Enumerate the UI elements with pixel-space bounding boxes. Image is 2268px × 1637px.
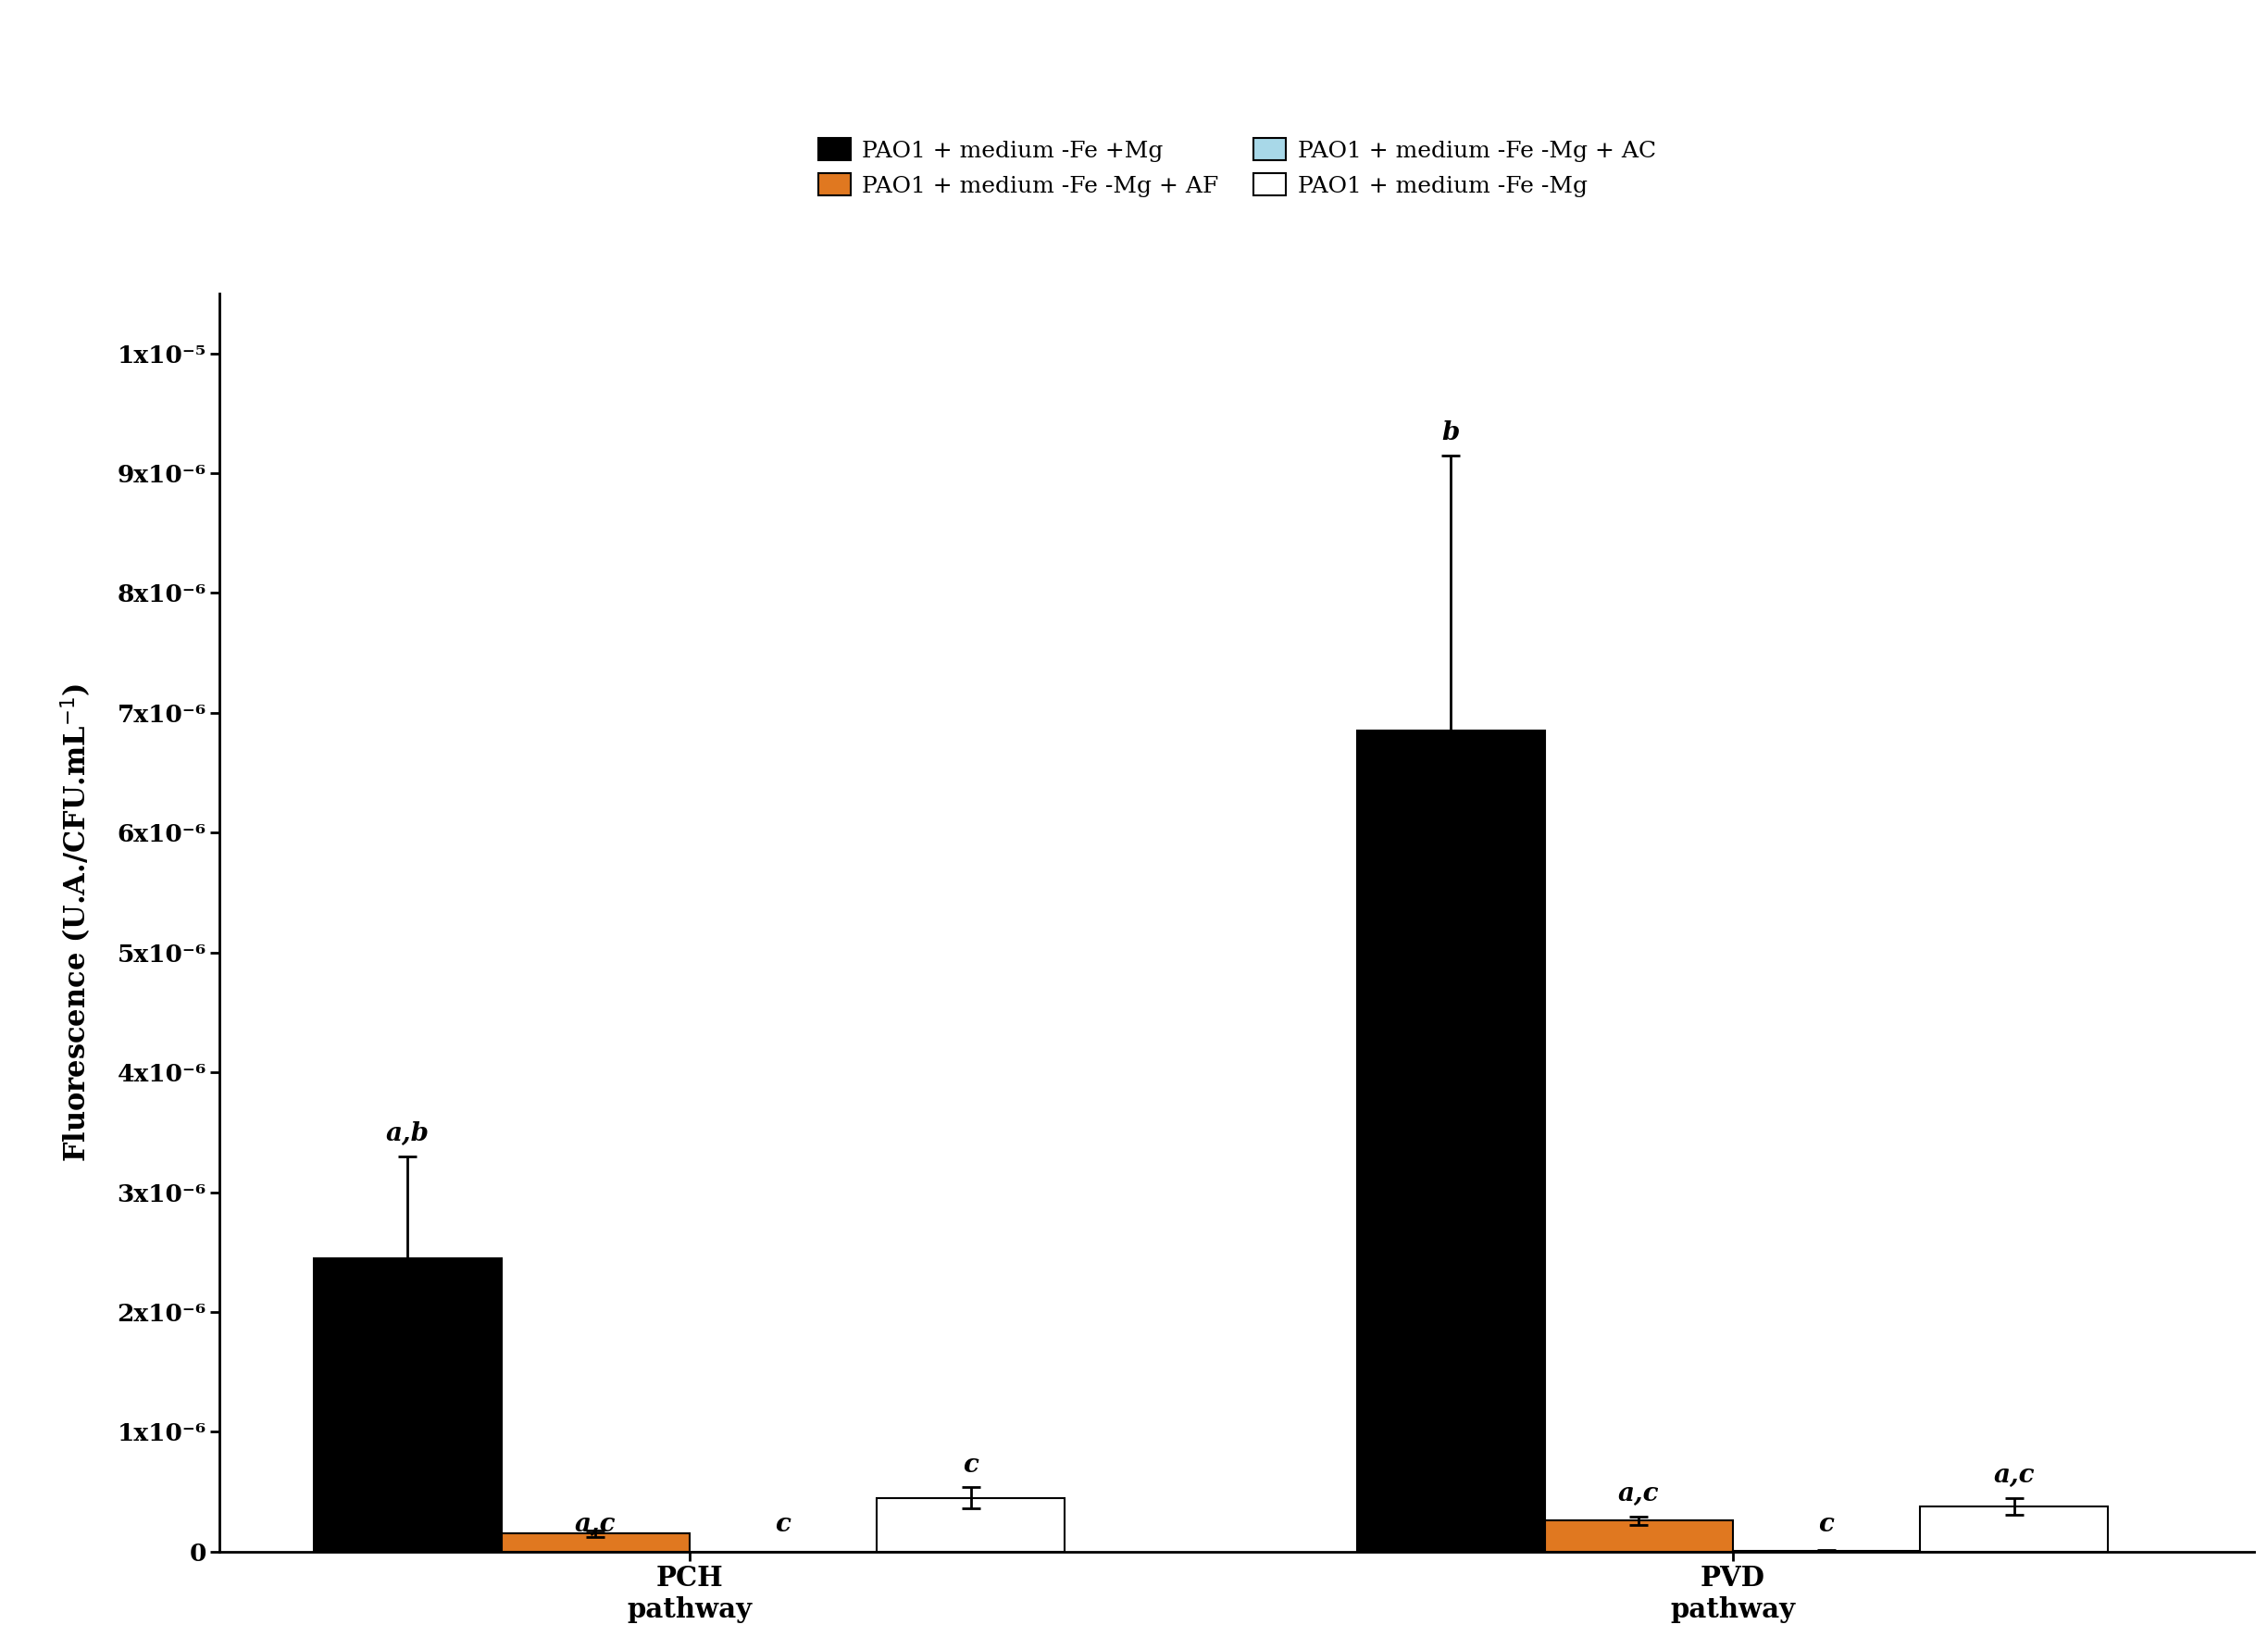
Bar [1545,1521,1733,1552]
Y-axis label: Fluorescence (U.A./CFU.mL$^{-1}$): Fluorescence (U.A./CFU.mL$^{-1}$) [59,683,93,1162]
Text: b: b [1442,421,1461,445]
Text: c: c [964,1452,980,1477]
Legend: PAO1 + medium -Fe +Mg, PAO1 + medium -Fe -Mg + AF, PAO1 + medium -Fe -Mg + AC, P: PAO1 + medium -Fe +Mg, PAO1 + medium -Fe… [810,129,1665,206]
Bar [878,1498,1064,1552]
Bar [1356,730,1545,1552]
Bar [313,1259,501,1552]
Text: a,b: a,b [386,1121,429,1146]
Bar [501,1534,689,1552]
Text: a,c: a,c [1617,1481,1660,1506]
Text: a,c: a,c [1994,1463,2034,1488]
Bar [1921,1506,2107,1552]
Text: c: c [1819,1513,1835,1537]
Text: c: c [776,1513,792,1537]
Text: a,c: a,c [574,1513,617,1537]
